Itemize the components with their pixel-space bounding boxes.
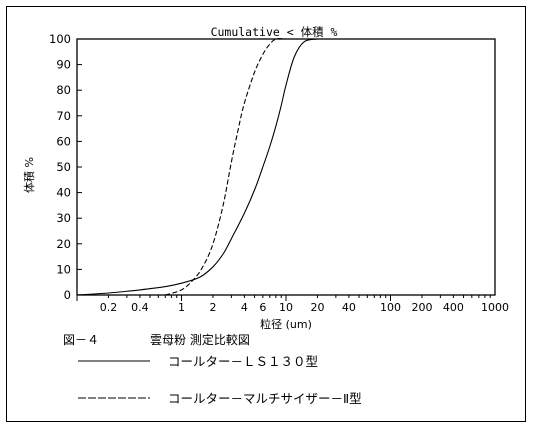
y-tick-label: 60 — [56, 134, 71, 148]
figure-frame — [6, 6, 526, 422]
y-tick-label: 20 — [56, 237, 71, 251]
y-tick-label: 70 — [56, 109, 71, 123]
chart-title: Cumulative < 体積 % — [211, 25, 338, 39]
x-tick-label: 0.4 — [131, 301, 149, 314]
y-tick-label: 10 — [56, 262, 71, 276]
x-tick-label: 0.2 — [100, 301, 118, 314]
y-axis-label: 体積 % — [22, 157, 36, 193]
x-tick-label: 1 — [178, 301, 185, 314]
figure-title: 雲母粉 測定比較図 — [150, 332, 250, 347]
y-tick-label: 40 — [56, 186, 71, 200]
y-tick-label: 80 — [56, 83, 71, 97]
plot-area — [76, 38, 496, 296]
y-tick-label: 0 — [64, 288, 71, 302]
y-tick-label: 50 — [56, 160, 71, 174]
x-axis-ticks: 0.2 0.4 1 2 4 6 10 20 40 100 200 400 1000 — [76, 295, 509, 314]
y-tick-label: 100 — [49, 32, 71, 46]
series-line-multisizer — [165, 38, 287, 296]
y-tick-label: 30 — [56, 211, 71, 225]
x-axis-label: 粒径 (um) — [260, 317, 312, 331]
series-line-ls130 — [76, 38, 318, 296]
x-tick-label: 200 — [411, 301, 432, 314]
series-group — [76, 38, 318, 296]
x-tick-label: 20 — [310, 301, 324, 314]
x-tick-label: 2 — [209, 301, 216, 314]
x-tick-label: 1000 — [481, 301, 509, 314]
x-tick-label: 100 — [380, 301, 401, 314]
x-tick-label: 6 — [259, 301, 266, 314]
x-tick-label: 40 — [342, 301, 356, 314]
x-tick-label: 10 — [279, 301, 293, 314]
x-tick-label: 4 — [241, 301, 248, 314]
y-tick-label: 90 — [56, 58, 71, 72]
y-axis-ticks: 0 10 20 30 40 50 60 70 80 90 100 — [49, 32, 82, 302]
legend-label-multisizer: コールター－マルチサイザー－Ⅱ型 — [168, 391, 362, 406]
figure-label: 図－４ — [63, 333, 99, 347]
x-tick-label: 400 — [443, 301, 464, 314]
legend-label-ls130: コールター－ＬＳ１３０型 — [168, 354, 318, 369]
